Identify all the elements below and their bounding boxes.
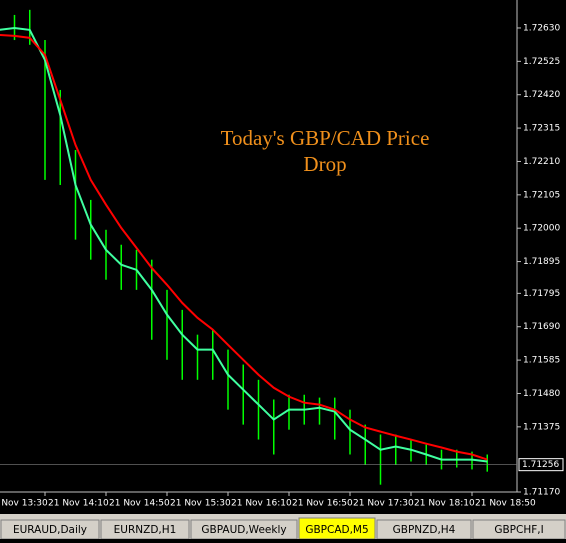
y-tick-label: 1.71480 xyxy=(523,389,560,399)
tab-label[interactable]: GBPNZD,H4 xyxy=(393,524,456,536)
plot xyxy=(0,9,517,485)
y-tick-label: 1.72315 xyxy=(523,124,560,134)
y-tick-label: 1.72210 xyxy=(523,157,560,167)
y-tick-label: 1.72000 xyxy=(523,224,560,234)
series-line xyxy=(0,26,488,463)
x-tick-label: 21 Nov 18:50 xyxy=(475,499,536,509)
x-tick-label: 21 Nov 16:10 xyxy=(231,499,292,509)
y-tick-label: 1.72630 xyxy=(523,23,560,33)
tab-label[interactable]: EURNZD,H1 xyxy=(114,524,177,536)
tab-label[interactable]: GBPCAD,M5 xyxy=(305,524,368,536)
x-tick-label: 21 Nov 18:10 xyxy=(414,499,475,509)
tab-label[interactable]: GBPAUD,Weekly xyxy=(201,524,286,536)
y-tick-label: 1.71895 xyxy=(523,257,560,267)
x-tick-label: 21 Nov 16:50 xyxy=(292,499,353,509)
y-tick-label: 1.71170 xyxy=(523,488,560,498)
x-tick-label: 21 Nov 14:50 xyxy=(109,499,170,509)
y-tick-label: 1.71585 xyxy=(523,356,560,366)
x-tick-label: 21 Nov 17:30 xyxy=(353,499,414,509)
x-tick-label: 21 Nov 15:30 xyxy=(170,499,231,509)
tab-label[interactable]: EURAUD,Daily xyxy=(13,524,87,536)
y-tick-label: 1.71690 xyxy=(523,322,560,332)
annotation: Drop xyxy=(303,152,346,176)
y-tick-label: 1.71795 xyxy=(523,289,560,299)
current-price-box xyxy=(518,458,564,472)
y-tick-label: 1.72420 xyxy=(523,90,560,100)
tab-label[interactable]: GBPCHF,I xyxy=(494,524,543,536)
x-tick-label: 21 Nov 14:10 xyxy=(48,499,109,509)
x-tick-label: 21 Nov 13:30 xyxy=(0,499,48,509)
y-tick-label: 1.72105 xyxy=(523,190,560,200)
current-price-label: 1.71256 xyxy=(522,460,559,470)
series-line xyxy=(0,34,488,461)
annotation: Today's GBP/CAD Price xyxy=(221,126,430,150)
y-tick-label: 1.71375 xyxy=(523,422,560,432)
y-tick-label: 1.72525 xyxy=(523,57,560,67)
